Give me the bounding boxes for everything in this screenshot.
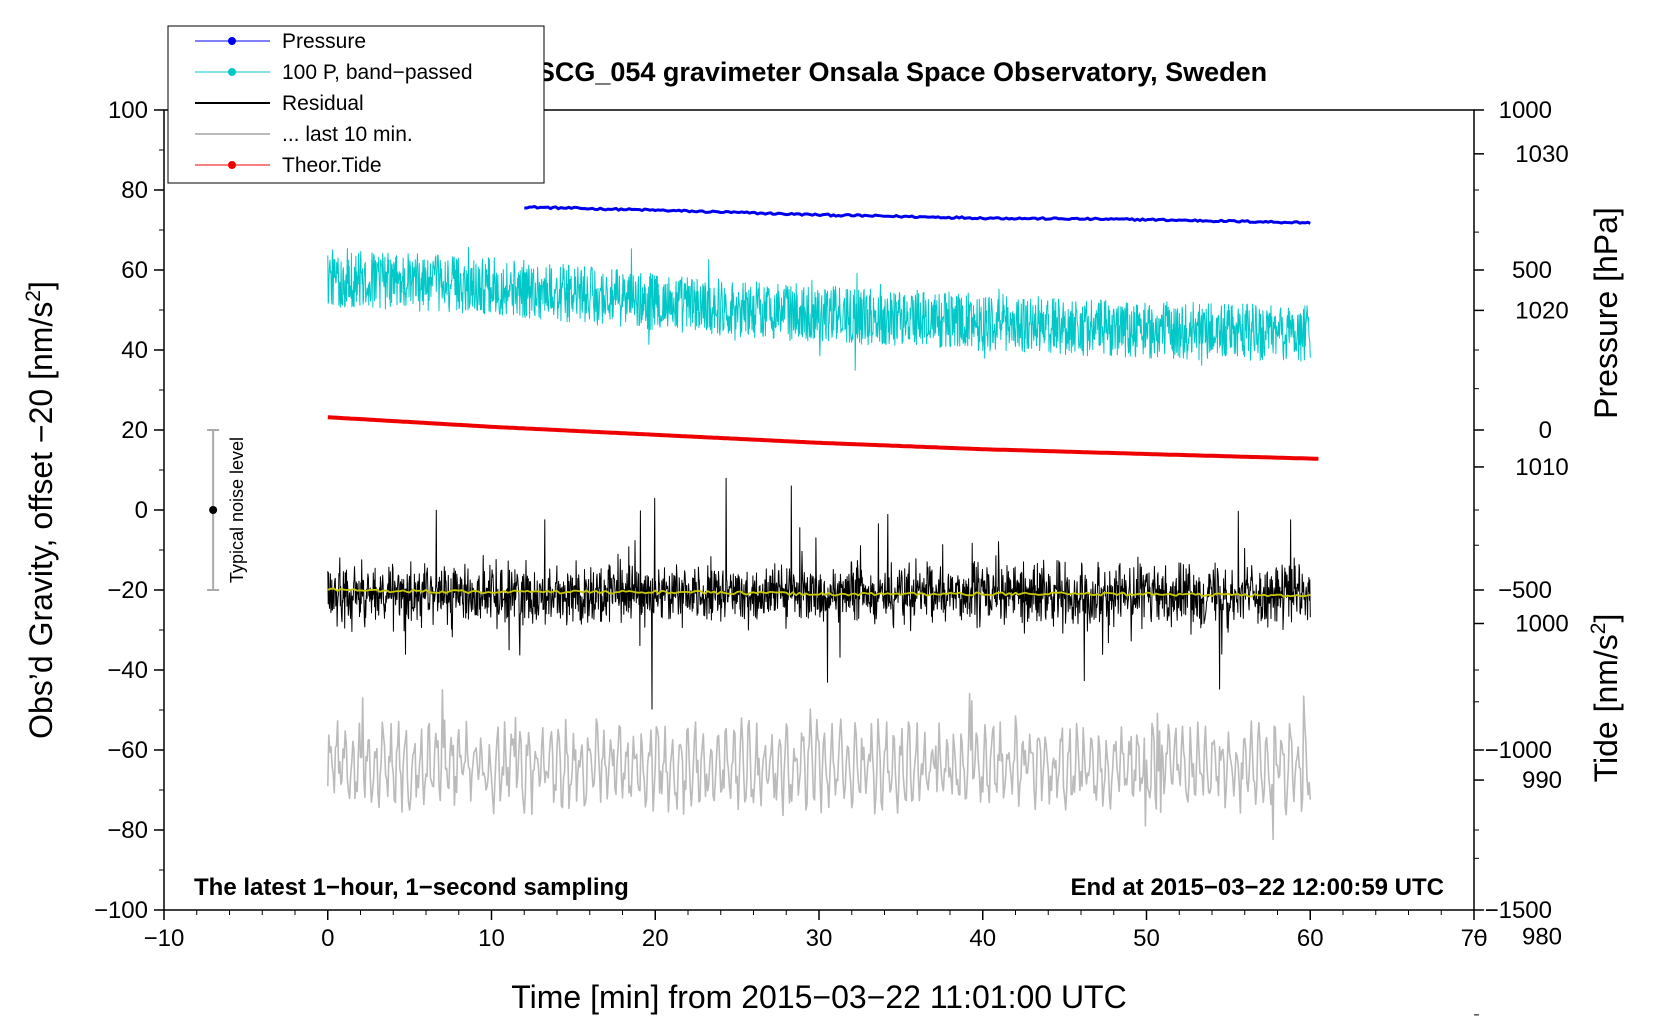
y-tick-label: −20 [107,577,148,604]
y-axis-title-left: Obs’d Gravity, offset −20 [nm/s2] [22,281,59,739]
y-tick-label: 0 [135,497,148,524]
legend-marker [228,37,236,45]
series-theor-tide [327,415,1319,461]
legend-item: ... last 10 min. [195,123,413,146]
legend-item: Pressure [195,30,366,53]
y-axis-title-left-sup: 2 [22,290,45,302]
pressure-tick-label: 1020 [1515,297,1568,324]
legend-marker [228,161,236,169]
x-tick-label: 70 [1461,925,1488,952]
y-axis-title-tide-sup: 2 [1587,623,1610,635]
series-residual-smoothed [327,587,1311,598]
x-tick-label: 0 [321,925,334,952]
tide-tick-label: 0 [1539,417,1552,444]
x-tick-label: 60 [1297,925,1324,952]
y-tick-label: −100 [94,897,148,924]
y-tick-label: −40 [107,657,148,684]
legend-label: Pressure [282,30,366,53]
chart-title: SCG_054 gravimeter Onsala Space Observat… [537,57,1267,87]
legend-marker [228,68,236,76]
y-axis-title-tide: Tide [nm/s2] [1587,614,1624,783]
x-tick-label: 10 [478,925,505,952]
series-last-10-min [327,688,1312,841]
y-tick-label: −60 [107,737,148,764]
series-group [327,205,1319,841]
x-axis-title: Time [min] from 2015−03−22 11:01:00 UTC [511,979,1126,1015]
annotation-left: The latest 1−hour, 1−second sampling [194,874,629,901]
series-residual [327,477,1311,710]
x-tick-label: 50 [1133,925,1160,952]
legend: Pressure 100 P, band−passed Residual ... la… [167,25,545,184]
tide-tick-label: −500 [1498,577,1552,604]
noise-level-indicator: Typical noise level [207,429,247,591]
tide-tick-label: −1500 [1485,897,1552,924]
legend-label: 100 P, band−passed [282,61,473,84]
y-tick-label: 60 [121,257,148,284]
y-axis-title-tide-main: Tide [nm/s [1588,634,1624,782]
legend-label: Theor.Tide [282,154,382,177]
noise-level-label: Typical noise level [227,437,247,583]
x-tick-label: −10 [144,925,185,952]
y-tick-label: 20 [121,417,148,444]
tide-tick-label: 500 [1512,257,1552,284]
tide-tick-label: −1000 [1485,737,1552,764]
pressure-tick-label: 980 [1522,924,1562,951]
annotation-right: End at 2015−03−22 12:00:59 UTC [1070,874,1444,901]
legend-label: ... last 10 min. [282,123,413,146]
y-axis-title-pressure: Pressure [hPa] [1588,207,1624,419]
pressure-tick-label: 1010 [1515,454,1568,481]
pressure-tick-label: 1000 [1515,611,1568,638]
series-100-p-band-passed [327,246,1311,371]
y-tick-label: 100 [108,97,148,124]
pressure-tick-label: 990 [1522,767,1562,794]
x-tick-label: 20 [642,925,669,952]
y-axis-title-tide-close: ] [1588,614,1624,623]
legend-item: Residual [195,92,364,115]
legend-item: Theor.Tide [195,154,382,177]
pressure-tick-label: 1030 [1515,141,1568,168]
noise-center-dot [209,506,218,514]
y-axis-title-left-close: ] [23,281,59,290]
y-axis-title-left-main: Obs’d Gravity, offset −20 [nm/s [23,302,59,739]
legend-label: Residual [282,92,364,115]
legend-item: 100 P, band−passed [195,61,473,84]
x-tick-label: 30 [806,925,833,952]
y-tick-label: −80 [107,817,148,844]
ticks-group: −10 0 10 20 30 40 50 60 70100806040200−20−40−60−… [94,97,1569,1016]
y-tick-label: 80 [121,177,148,204]
legend-box [167,25,545,184]
y-tick-label: 40 [121,337,148,364]
series-pressure [524,205,1311,225]
tide-tick-label: 1000 [1499,97,1552,124]
x-tick-label: 40 [969,925,996,952]
